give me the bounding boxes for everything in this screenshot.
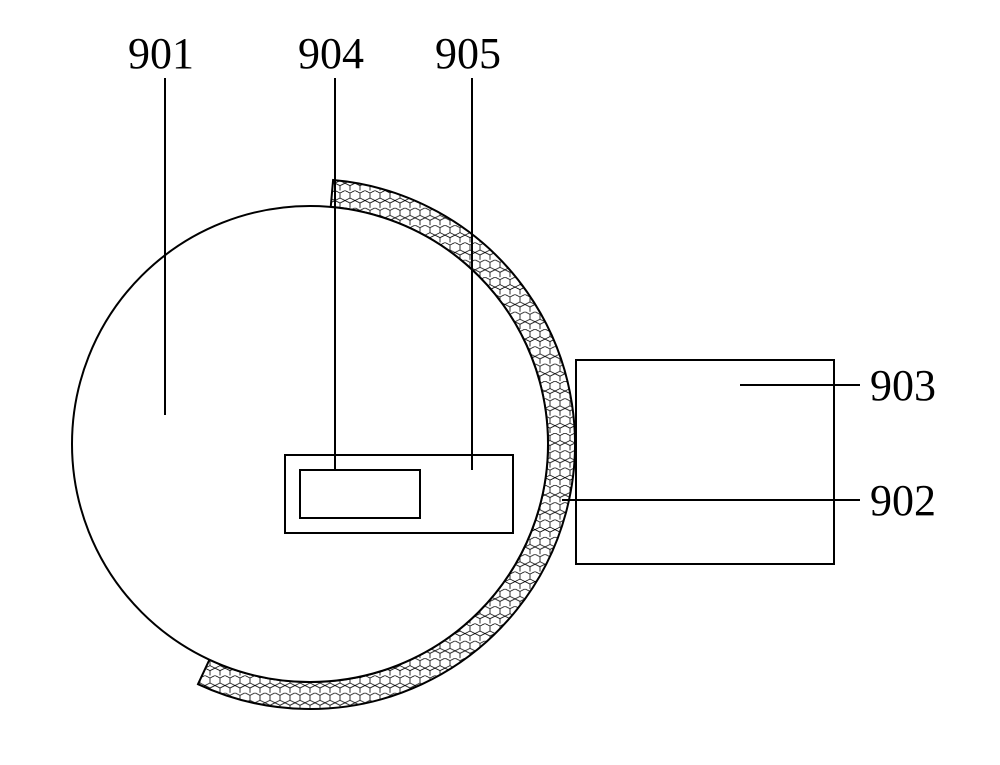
inner-rect-904 <box>300 470 420 518</box>
label-905: 905 <box>435 29 501 78</box>
main-circle-901 <box>72 206 548 682</box>
label-904: 904 <box>298 29 364 78</box>
label-902: 902 <box>870 476 936 525</box>
arm-rect-903 <box>576 360 834 564</box>
label-903: 903 <box>870 361 936 410</box>
label-901: 901 <box>128 29 194 78</box>
diagram-canvas: 901 904 905 903 902 <box>0 0 1000 765</box>
